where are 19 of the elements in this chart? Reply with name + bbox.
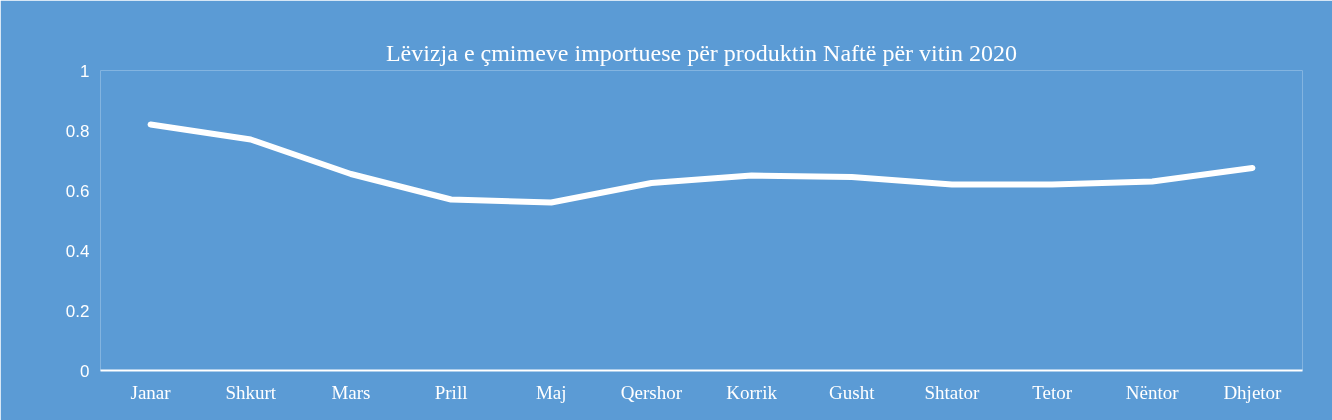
y-tick-label: 0 xyxy=(80,361,90,381)
x-tick-label: Shtator xyxy=(924,381,981,403)
x-tick-label: Shkurt xyxy=(225,381,277,403)
chart-title: Lëvizja e çmimeve importuese për produktin Naftë për vitin 2020 xyxy=(385,39,1018,66)
x-tick-label: Maj xyxy=(535,381,567,403)
x-tick-label: Qershor xyxy=(620,381,683,403)
x-tick-label: Mars xyxy=(331,381,371,403)
x-tick-label: Gusht xyxy=(829,381,876,403)
y-tick-label: 0.4 xyxy=(65,241,90,261)
x-tick-label: Prill xyxy=(434,381,468,403)
y-tick-label: 1 xyxy=(80,61,90,81)
x-tick-label: Tetor xyxy=(1032,381,1073,403)
x-tick-label: Janar xyxy=(130,381,172,403)
x-tick-label: Nëntor xyxy=(1125,381,1180,403)
x-tick-label: Dhjetor xyxy=(1223,381,1283,403)
y-tick-label: 0.2 xyxy=(65,301,90,321)
y-tick-label: 0.6 xyxy=(65,181,90,201)
y-tick-label: 0.8 xyxy=(65,121,90,141)
x-tick-label: Korrik xyxy=(726,381,778,403)
